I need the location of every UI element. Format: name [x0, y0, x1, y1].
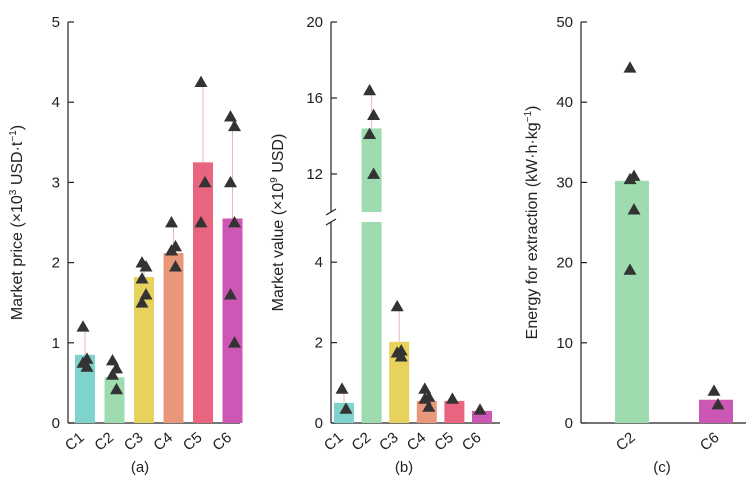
data-point: [80, 360, 94, 372]
data-point: [418, 392, 432, 404]
y-tick-label: 2: [315, 335, 323, 352]
data-point: [418, 382, 432, 394]
bar-C2: [104, 377, 125, 423]
data-point: [135, 272, 149, 284]
x-tick-label: C2: [613, 429, 639, 454]
data-point: [194, 75, 208, 88]
bar-C3: [134, 277, 154, 423]
data-point: [627, 203, 641, 215]
bar-C1: [75, 354, 95, 423]
data-point: [473, 403, 487, 415]
data-point: [139, 288, 153, 300]
data-point: [165, 216, 178, 228]
data-point: [228, 216, 241, 228]
y-tick-label: 5: [52, 14, 60, 31]
y-tick-label: 4: [315, 254, 323, 271]
y-tick-label: 12: [306, 166, 323, 183]
bar-C2: [615, 180, 649, 423]
panel-label: (a): [131, 459, 149, 476]
y-tick-label: 16: [306, 90, 323, 107]
data-point: [367, 167, 381, 179]
data-point: [224, 175, 237, 188]
data-point: [228, 336, 241, 348]
data-point: [110, 382, 123, 395]
bar-C6: [222, 218, 243, 423]
x-tick-label: C5: [180, 429, 206, 454]
y-tick-label: 0: [565, 415, 573, 432]
y-tick-label: 4: [52, 94, 60, 111]
x-tick-label: C1: [321, 429, 347, 454]
y-tick-label: 10: [556, 335, 573, 352]
y-axis-label: Market price (×103 USD·t−1): [8, 125, 26, 320]
data-point: [623, 263, 637, 275]
x-tick-label: C6: [209, 429, 235, 454]
y-tick-label: 3: [52, 174, 60, 191]
data-point: [194, 216, 208, 228]
x-tick-label: C6: [697, 429, 723, 454]
x-tick-label: C2: [349, 429, 375, 454]
data-point: [165, 244, 178, 256]
data-point: [224, 110, 237, 122]
data-point: [106, 368, 119, 380]
y-tick-label: 2: [52, 255, 60, 272]
data-point: [445, 392, 459, 404]
y-tick-label: 50: [556, 14, 573, 31]
x-tick-label: C6: [459, 429, 485, 454]
data-point: [339, 402, 353, 414]
bar-C6: [699, 399, 733, 423]
x-tick-label: C4: [150, 429, 176, 454]
data-point: [422, 400, 436, 412]
y-tick-label: 1: [52, 335, 60, 352]
data-point: [228, 119, 241, 132]
panel-label: (b): [395, 459, 413, 476]
data-point: [135, 296, 149, 308]
x-tick-label: C3: [121, 429, 147, 454]
x-tick-label: C3: [376, 429, 402, 454]
x-tick-label: C1: [62, 429, 88, 454]
x-tick-label: C4: [404, 429, 430, 454]
y-tick-label: 40: [556, 94, 573, 111]
data-point: [198, 175, 212, 188]
x-tick-label: C2: [91, 429, 117, 454]
axis-break-mark: [325, 218, 337, 226]
y-tick-label: 20: [556, 255, 573, 272]
data-point: [139, 260, 153, 272]
data-point: [711, 398, 725, 410]
y-tick-label: 0: [315, 415, 323, 432]
data-point: [394, 350, 408, 362]
panel-a: 0 1 2 3 4 5 C1 C2 C3 C4 C5 C6 Market price (×103 USD…: [8, 14, 243, 476]
y-tick-label: 0: [52, 415, 60, 432]
data-point: [367, 108, 381, 120]
bar-C2: [361, 128, 382, 212]
bar-C5: [193, 162, 213, 423]
y-tick-label: 30: [556, 174, 573, 191]
data-point: [623, 61, 637, 73]
panel-c: 0 10 20 30 40 50 C2 C6 Energy for extraction (kW…: [523, 14, 746, 476]
bar-C3: [389, 341, 410, 423]
panel-b: 0 2 4 12 16 20 C1 C2 C3 C4 C5 C6 Market value (×109 …: [269, 14, 500, 476]
panel-label: (c): [653, 459, 671, 476]
data-point: [169, 260, 182, 272]
x-tick-label: C5: [431, 429, 457, 454]
bar-C4: [163, 252, 184, 423]
bar-C5: [444, 400, 465, 423]
data-point: [335, 382, 349, 394]
y-axis-label: Energy for extraction (kW·h·kg−1): [523, 106, 541, 340]
data-point: [390, 299, 404, 312]
y-axis-label: Market value (×109 USD): [269, 134, 287, 312]
data-point: [76, 320, 90, 332]
data-point: [707, 384, 721, 396]
data-point: [224, 288, 237, 300]
data-point: [363, 127, 377, 139]
data-point: [106, 353, 119, 366]
axis-break-mark: [325, 208, 337, 216]
bar-C2-lower: [361, 222, 382, 423]
data-point: [363, 83, 377, 96]
y-tick-label: 20: [306, 14, 323, 31]
data-point: [623, 172, 637, 185]
